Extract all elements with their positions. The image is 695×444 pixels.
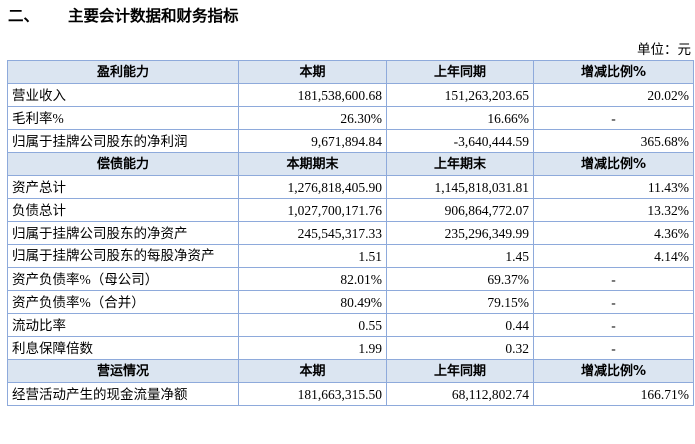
value-cell: 1.51 bbox=[238, 244, 387, 268]
row-label: 资产总计 bbox=[7, 175, 239, 199]
value-cell: 13.32% bbox=[533, 198, 694, 222]
header-cell: 营运情况 bbox=[7, 359, 239, 383]
data-row: 资产负债率%（母公司） 82.01% 69.37% - bbox=[7, 267, 694, 291]
data-row: 归属于挂牌公司股东的每股净资产 1.51 1.45 4.14% bbox=[7, 244, 694, 268]
row-label: 负债总计 bbox=[7, 198, 239, 222]
value-cell: 0.32 bbox=[386, 336, 534, 360]
value-cell: 1.45 bbox=[386, 244, 534, 268]
data-row: 利息保障倍数 1.99 0.32- bbox=[7, 336, 694, 360]
value-cell: 26.30% bbox=[238, 106, 387, 130]
value-cell: - bbox=[533, 267, 694, 291]
section-heading: 二、 主要会计数据和财务指标 bbox=[8, 4, 239, 26]
value-cell: - bbox=[533, 290, 694, 314]
header-cell: 增减比例% bbox=[533, 359, 694, 383]
header-cell: 本期 bbox=[238, 359, 387, 383]
value-cell: 1,027,700,171.76 bbox=[238, 198, 387, 222]
value-cell: 79.15% bbox=[386, 290, 534, 314]
value-cell: 1,276,818,405.90 bbox=[238, 175, 387, 199]
row-label: 资产负债率%（母公司） bbox=[7, 267, 239, 291]
value-cell: -3,640,444.59 bbox=[386, 129, 534, 153]
row-label: 经营活动产生的现金流量净额 bbox=[7, 382, 239, 406]
header-cell: 增减比例% bbox=[533, 60, 694, 84]
value-cell: 1.99 bbox=[238, 336, 387, 360]
value-cell: 0.55 bbox=[238, 313, 387, 337]
heading-title: 主要会计数据和财务指标 bbox=[68, 7, 239, 25]
header-cell: 上年同期 bbox=[386, 359, 534, 383]
row-label: 利息保障倍数 bbox=[7, 336, 239, 360]
value-cell: 80.49% bbox=[238, 290, 387, 314]
data-row: 资产总计 1,276,818,405.90 1,145,818,031.81 11.4… bbox=[7, 175, 694, 199]
value-cell: 181,538,600.68 bbox=[238, 83, 387, 107]
value-cell: - bbox=[533, 106, 694, 130]
financial-table: 盈利能力 本期 上年同期 增减比例% 营业收入 181,538,600.68 151,263… bbox=[7, 60, 694, 406]
unit-label: 单位：元 bbox=[637, 42, 691, 57]
header-cell: 上年同期 bbox=[386, 60, 534, 84]
row-label: 归属于挂牌公司股东的净资产 bbox=[7, 221, 239, 245]
value-cell: 9,671,894.84 bbox=[238, 129, 387, 153]
value-cell: 166.71% bbox=[533, 382, 694, 406]
value-cell: 0.44 bbox=[386, 313, 534, 337]
row-label: 资产负债率%（合并） bbox=[7, 290, 239, 314]
value-cell: 11.43% bbox=[533, 175, 694, 199]
value-cell: 181,663,315.50 bbox=[238, 382, 387, 406]
header-cell: 盈利能力 bbox=[7, 60, 239, 84]
value-cell: 906,864,772.07 bbox=[386, 198, 534, 222]
value-cell: 245,545,317.33 bbox=[238, 221, 387, 245]
heading-number: 二、 bbox=[8, 7, 40, 25]
data-row: 负债总计 1,027,700,171.76 906,864,772.07 13.32% bbox=[7, 198, 694, 222]
value-cell: 4.14% bbox=[533, 244, 694, 268]
data-row: 资产负债率%（合并） 80.49% 79.15% - bbox=[7, 290, 694, 314]
value-cell: 16.66% bbox=[386, 106, 534, 130]
section-header-row: 盈利能力 本期 上年同期 增减比例% bbox=[7, 60, 694, 84]
section-header-row: 偿债能力 本期期末 上年期末 增减比例% bbox=[7, 152, 694, 176]
value-cell: 4.36% bbox=[533, 221, 694, 245]
value-cell: 151,263,203.65 bbox=[386, 83, 534, 107]
header-cell: 偿债能力 bbox=[7, 152, 239, 176]
row-label: 流动比率 bbox=[7, 313, 239, 337]
section-header-row: 营运情况 本期 上年同期 增减比例% bbox=[7, 359, 694, 383]
value-cell: - bbox=[533, 336, 694, 360]
value-cell: 1,145,818,031.81 bbox=[386, 175, 534, 199]
value-cell: 82.01% bbox=[238, 267, 387, 291]
data-row: 归属于挂牌公司股东的净资产 245,545,317.33 235,296,349.9… bbox=[7, 221, 694, 245]
header-cell: 增减比例% bbox=[533, 152, 694, 176]
data-row: 流动比率 0.55 0.44- bbox=[7, 313, 694, 337]
data-row: 毛利率% 26.30% 16.66% - bbox=[7, 106, 694, 130]
value-cell: 235,296,349.99 bbox=[386, 221, 534, 245]
data-row: 营业收入 181,538,600.68 151,263,203.65 20.02% bbox=[7, 83, 694, 107]
row-label: 归属于挂牌公司股东的净利润 bbox=[7, 129, 239, 153]
value-cell: 20.02% bbox=[533, 83, 694, 107]
data-row: 经营活动产生的现金流量净额 181,663,315.50 68,112,802.74… bbox=[7, 382, 694, 406]
value-cell: - bbox=[533, 313, 694, 337]
row-label: 归属于挂牌公司股东的每股净资产 bbox=[7, 244, 239, 268]
data-row: 归属于挂牌公司股东的净利润 9,671,894.84 -3,640,444.59 36… bbox=[7, 129, 694, 153]
value-cell: 69.37% bbox=[386, 267, 534, 291]
header-cell: 本期期末 bbox=[238, 152, 387, 176]
header-cell: 本期 bbox=[238, 60, 387, 84]
header-cell: 上年期末 bbox=[386, 152, 534, 176]
row-label: 毛利率% bbox=[7, 106, 239, 130]
value-cell: 68,112,802.74 bbox=[386, 382, 534, 406]
row-label: 营业收入 bbox=[7, 83, 239, 107]
value-cell: 365.68% bbox=[533, 129, 694, 153]
